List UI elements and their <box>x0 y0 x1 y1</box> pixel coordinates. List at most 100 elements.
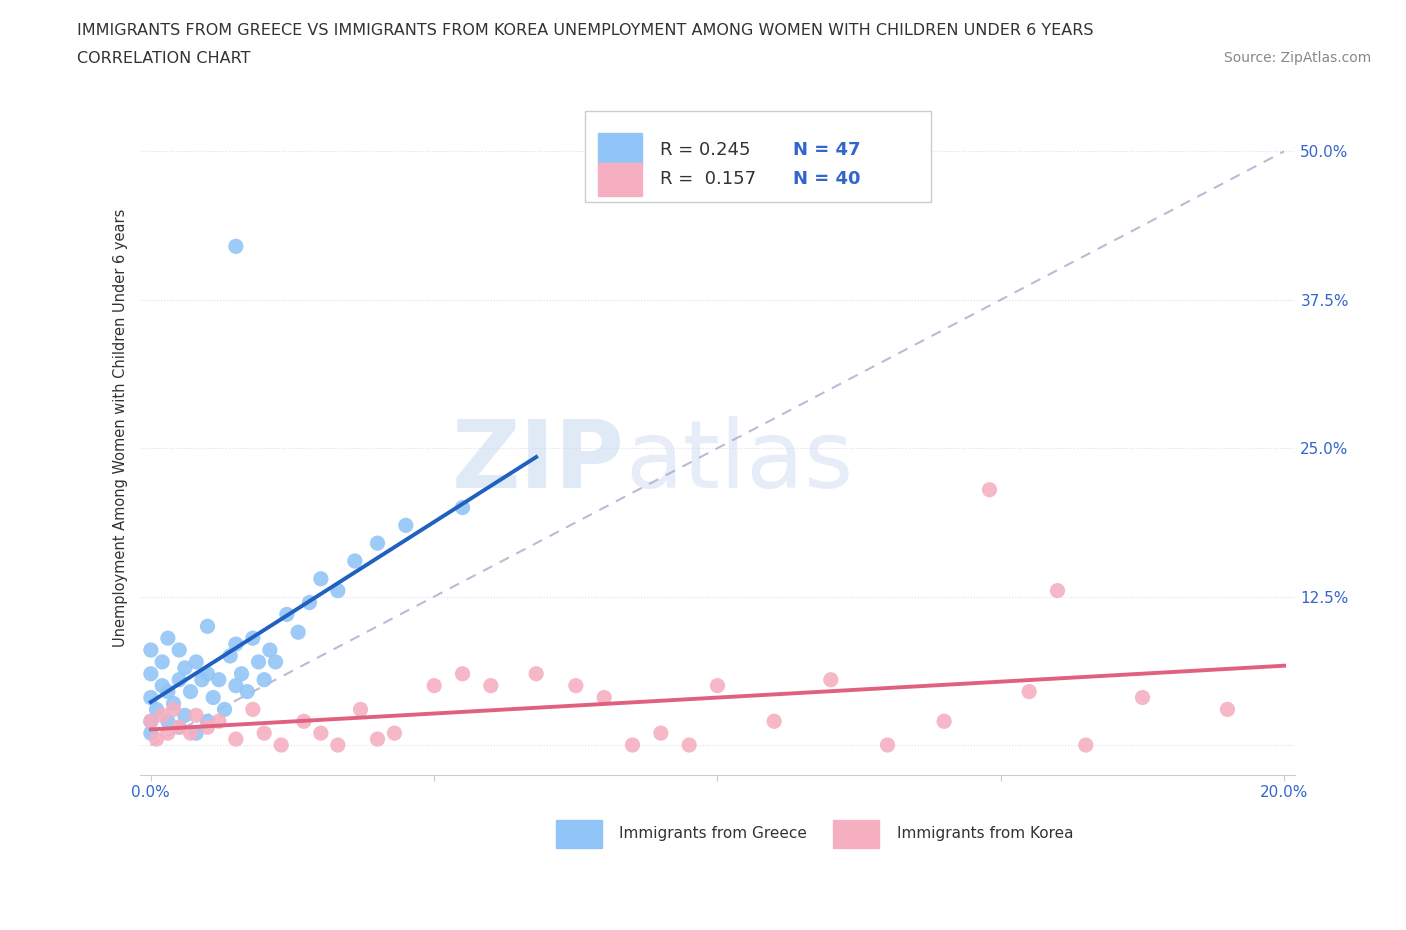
Point <box>423 678 446 693</box>
Point <box>156 631 179 645</box>
Point <box>565 678 588 693</box>
Point <box>367 732 389 747</box>
Point <box>1074 737 1097 752</box>
Point <box>173 660 195 675</box>
Point <box>225 239 247 254</box>
Point <box>162 696 184 711</box>
Point <box>156 725 179 740</box>
Point <box>876 737 898 752</box>
Point <box>139 714 162 729</box>
Text: R = 0.245: R = 0.245 <box>659 140 751 158</box>
Point <box>979 483 1001 498</box>
Point <box>197 666 219 681</box>
Point <box>139 714 162 729</box>
Point <box>231 666 253 681</box>
Point <box>479 678 502 693</box>
Point <box>186 708 208 723</box>
Point <box>208 672 231 687</box>
Bar <box>834 820 879 847</box>
Point <box>197 720 219 735</box>
FancyBboxPatch shape <box>585 112 931 202</box>
Point <box>139 690 162 705</box>
Point <box>162 702 184 717</box>
Point <box>139 725 162 740</box>
Point <box>343 553 366 568</box>
Point <box>259 643 281 658</box>
Point <box>706 678 728 693</box>
Point <box>167 643 190 658</box>
Point <box>678 737 700 752</box>
Bar <box>599 163 643 196</box>
Point <box>593 690 616 705</box>
Point <box>219 648 242 663</box>
Point <box>173 708 195 723</box>
Point <box>150 655 173 670</box>
Point <box>1018 684 1040 699</box>
Point <box>139 643 162 658</box>
Point <box>180 684 202 699</box>
Point <box>451 666 474 681</box>
Point <box>349 702 371 717</box>
Point <box>247 655 270 670</box>
Point <box>253 725 276 740</box>
Point <box>1216 702 1239 717</box>
Point <box>264 655 287 670</box>
Text: N = 40: N = 40 <box>793 170 860 189</box>
Point <box>763 714 786 729</box>
Point <box>225 732 247 747</box>
Point <box>326 583 349 598</box>
Bar <box>555 820 602 847</box>
Point <box>150 678 173 693</box>
Point <box>292 714 315 729</box>
Y-axis label: Unemployment Among Women with Children Under 6 years: Unemployment Among Women with Children U… <box>114 208 128 646</box>
Point <box>197 618 219 633</box>
Point <box>167 672 190 687</box>
Text: ZIP: ZIP <box>453 416 626 508</box>
Point <box>214 702 236 717</box>
Point <box>186 725 208 740</box>
Point <box>156 714 179 729</box>
Point <box>1046 583 1069 598</box>
Point <box>253 672 276 687</box>
Point <box>1132 690 1154 705</box>
Point <box>621 737 644 752</box>
Point <box>167 720 190 735</box>
Point <box>236 684 259 699</box>
Text: Immigrants from Greece: Immigrants from Greece <box>619 826 807 842</box>
Text: Source: ZipAtlas.com: Source: ZipAtlas.com <box>1223 51 1371 65</box>
Point <box>191 672 214 687</box>
Text: Immigrants from Korea: Immigrants from Korea <box>897 826 1073 842</box>
Point <box>451 500 474 515</box>
Point <box>395 518 418 533</box>
Point <box>820 672 842 687</box>
Point <box>384 725 406 740</box>
Point <box>150 708 173 723</box>
Point <box>139 666 162 681</box>
Point <box>270 737 292 752</box>
Point <box>298 595 321 610</box>
Point <box>309 571 332 586</box>
Point <box>524 666 547 681</box>
Point <box>208 714 231 729</box>
Point <box>156 684 179 699</box>
Point <box>180 725 202 740</box>
Text: IMMIGRANTS FROM GREECE VS IMMIGRANTS FROM KOREA UNEMPLOYMENT AMONG WOMEN WITH CH: IMMIGRANTS FROM GREECE VS IMMIGRANTS FRO… <box>77 23 1094 38</box>
Bar <box>599 133 643 166</box>
Point <box>197 714 219 729</box>
Text: atlas: atlas <box>626 416 853 508</box>
Point <box>202 690 225 705</box>
Text: CORRELATION CHART: CORRELATION CHART <box>77 51 250 66</box>
Point <box>276 607 298 622</box>
Text: N = 47: N = 47 <box>793 140 860 158</box>
Point <box>309 725 332 740</box>
Point <box>186 655 208 670</box>
Point <box>145 732 167 747</box>
Point <box>287 625 309 640</box>
Point <box>650 725 672 740</box>
Point <box>167 720 190 735</box>
Point <box>225 678 247 693</box>
Point <box>934 714 956 729</box>
Point <box>367 536 389 551</box>
Point <box>145 702 167 717</box>
Point <box>326 737 349 752</box>
